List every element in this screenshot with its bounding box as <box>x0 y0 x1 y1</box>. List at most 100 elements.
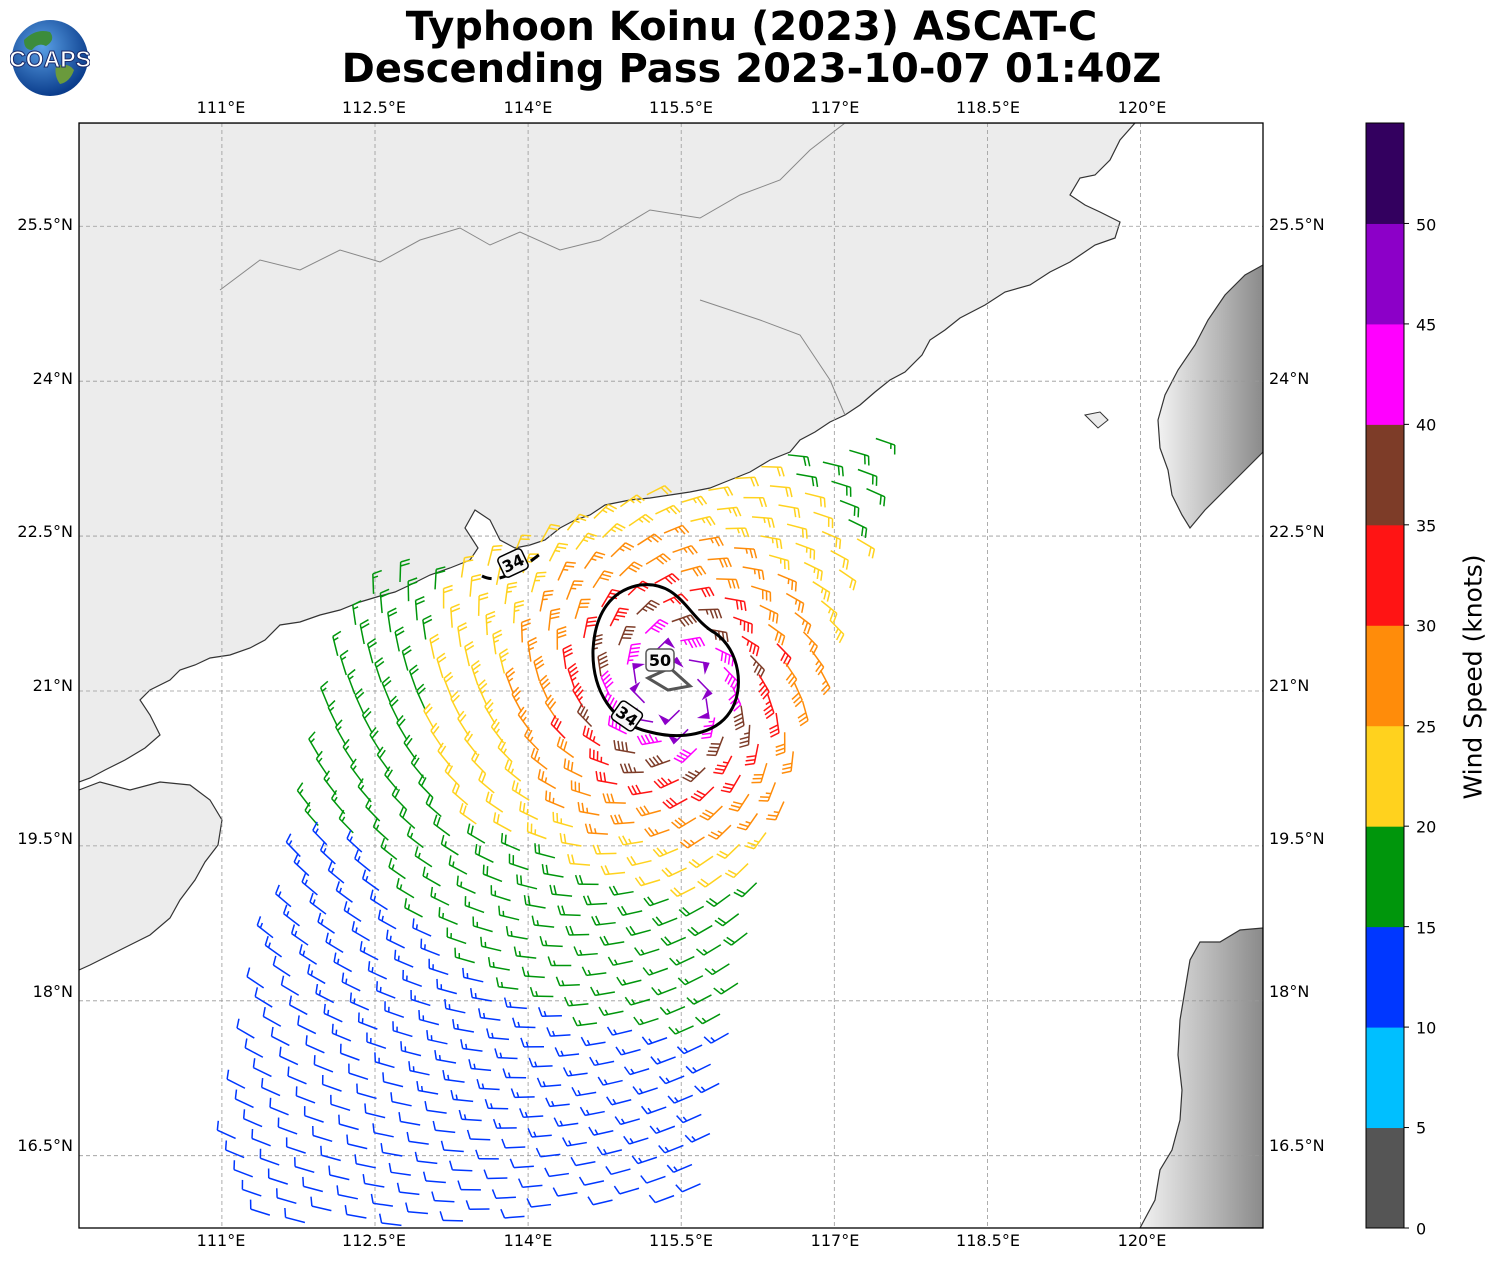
wind-radii-contours: 34 34 50 <box>481 548 740 738</box>
wind-barb <box>224 1140 245 1159</box>
wind-barb <box>583 551 606 570</box>
wind-barb <box>652 847 679 858</box>
colorbar-tick: 40 <box>1416 415 1437 435</box>
wind-barb <box>724 597 747 611</box>
wind-barb <box>492 1118 517 1129</box>
wind-barb <box>535 1147 561 1158</box>
wind-barb <box>616 976 642 986</box>
wind-barb <box>374 657 385 683</box>
wind-barb <box>422 866 441 887</box>
wind-barb <box>685 1063 711 1074</box>
wind-barb <box>430 886 450 906</box>
wind-barb <box>350 758 364 784</box>
wind-barb <box>553 1117 579 1127</box>
wind-barb <box>511 780 530 801</box>
wind-barb <box>503 997 527 1010</box>
wind-barb <box>254 987 273 1008</box>
wind-barb <box>484 698 496 724</box>
wind-barb <box>684 1132 711 1143</box>
lon-tick-top: 112.5°E <box>342 98 406 117</box>
wind-barb <box>736 812 759 831</box>
wind-barb <box>472 916 493 933</box>
wind-barb <box>285 1137 306 1154</box>
wind-barb <box>474 844 494 863</box>
wind-barb <box>366 1032 387 1050</box>
wind-barb <box>633 1016 659 1026</box>
lon-tick-bottom: 117°E <box>810 1231 860 1250</box>
wind-barb <box>848 519 868 538</box>
wind-barb <box>400 1041 422 1057</box>
wind-barb <box>716 843 741 859</box>
wind-barb <box>741 635 760 657</box>
wind-barb <box>439 1211 464 1222</box>
wind-barb <box>623 1135 649 1145</box>
wind-barb <box>537 1007 562 1017</box>
wind-barb <box>742 566 765 580</box>
province-border <box>699 299 846 416</box>
wind-barb <box>644 827 670 838</box>
lat-tick-left: 25.5°N <box>17 215 73 234</box>
wind-barb <box>493 812 512 832</box>
wind-barb <box>287 1066 307 1085</box>
wind-barb <box>320 1145 341 1162</box>
wind-barb <box>511 686 523 713</box>
wind-barb <box>436 978 457 995</box>
wind-barb <box>259 1148 280 1166</box>
wind-barb <box>561 1137 587 1147</box>
wind-barb <box>308 731 320 757</box>
wind-barb <box>284 1207 306 1224</box>
wind-barb <box>267 1168 288 1185</box>
wind-barb <box>420 938 440 956</box>
wind-barb <box>758 674 770 700</box>
wind-barb <box>396 878 415 899</box>
lat-tick-right: 25.5°N <box>1269 215 1325 234</box>
wind-barb <box>734 547 758 559</box>
wind-barb <box>422 1171 446 1184</box>
wind-barb <box>706 736 724 757</box>
wind-barb <box>708 486 734 497</box>
wind-barb <box>602 793 626 804</box>
wind-barb <box>607 956 633 966</box>
wind-barb <box>429 633 440 659</box>
wind-barb <box>615 1046 641 1056</box>
wind-barb <box>478 770 495 794</box>
wind-barb <box>399 558 410 583</box>
wind-barb <box>608 885 634 896</box>
wind-barb <box>619 561 643 577</box>
wind-barb <box>597 651 609 677</box>
wind-barb <box>554 1047 580 1057</box>
wind-barb <box>690 515 716 527</box>
wind-barb <box>375 981 396 999</box>
small-island <box>1083 411 1109 429</box>
lon-tick-bottom: 112.5°E <box>342 1231 406 1250</box>
wind-barb <box>613 1185 640 1195</box>
wind-barb <box>327 700 338 726</box>
wind-barb <box>509 1158 534 1169</box>
wind-barb <box>443 671 454 698</box>
wind-barb <box>516 874 538 890</box>
wind-barb <box>617 905 643 916</box>
wind-barb <box>520 618 531 643</box>
wind-barb <box>822 461 844 477</box>
wind-barb <box>768 554 790 571</box>
wind-barb <box>670 886 696 897</box>
wind-barb <box>619 494 645 508</box>
wind-barb <box>485 791 504 813</box>
wind-barb <box>567 662 579 689</box>
wind-barb <box>347 668 356 695</box>
wind-barb <box>484 1098 509 1110</box>
wind-barb <box>565 925 590 936</box>
wind-barb <box>705 893 731 908</box>
svg-text:50: 50 <box>649 651 671 670</box>
wind-barb <box>797 701 809 727</box>
wind-barb <box>333 952 353 973</box>
wind-barb <box>565 580 584 600</box>
wind-barb <box>631 1155 658 1165</box>
wind-barb <box>428 958 449 976</box>
lon-tick-top: 115.5°E <box>649 98 713 117</box>
wind-barb <box>279 1046 299 1066</box>
wind-barb <box>831 480 852 497</box>
wind-barb <box>510 1088 535 1099</box>
wind-barb <box>354 849 371 872</box>
wind-barb <box>600 865 626 876</box>
